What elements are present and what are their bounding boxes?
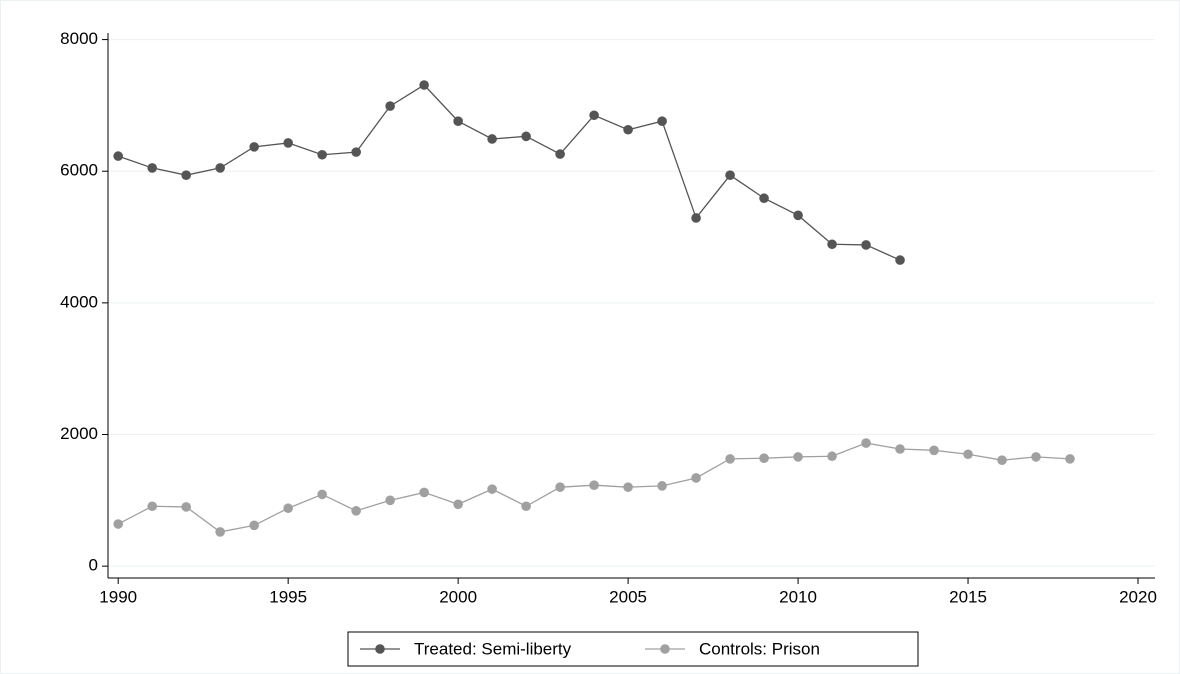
point bbox=[827, 239, 837, 250]
y-tick-label: 8000 bbox=[60, 29, 98, 48]
point bbox=[895, 444, 905, 454]
point bbox=[385, 495, 395, 506]
point bbox=[283, 503, 293, 514]
point bbox=[249, 520, 259, 531]
point bbox=[147, 163, 157, 173]
point bbox=[997, 455, 1007, 465]
point bbox=[623, 482, 633, 492]
legend-box bbox=[347, 631, 919, 667]
point bbox=[385, 101, 395, 111]
x-tick-label: 1995 bbox=[269, 587, 307, 606]
point bbox=[759, 453, 769, 464]
point bbox=[317, 489, 327, 500]
x-tick-label: 2000 bbox=[439, 587, 477, 606]
point bbox=[793, 452, 803, 462]
x-tick-label: 2005 bbox=[609, 587, 647, 606]
y-tick-label: 6000 bbox=[60, 161, 98, 180]
point bbox=[895, 255, 905, 265]
legend-marker bbox=[660, 644, 670, 654]
point bbox=[521, 131, 531, 142]
x-tick-label: 2020 bbox=[1119, 587, 1157, 606]
point bbox=[215, 527, 225, 537]
point bbox=[725, 170, 735, 180]
point bbox=[691, 473, 701, 483]
point bbox=[521, 501, 531, 512]
point bbox=[827, 451, 837, 462]
y-tick-label: 4000 bbox=[60, 292, 98, 311]
point bbox=[419, 80, 429, 90]
point bbox=[215, 163, 225, 173]
x-tick-label: 2015 bbox=[949, 587, 987, 606]
legend-label: Treated: Semi-liberty bbox=[414, 639, 572, 658]
point bbox=[861, 438, 871, 448]
point bbox=[283, 138, 293, 148]
point bbox=[623, 124, 633, 135]
point bbox=[759, 193, 769, 204]
point bbox=[793, 210, 803, 221]
point bbox=[929, 445, 939, 456]
point bbox=[657, 116, 667, 127]
point bbox=[657, 481, 667, 491]
point bbox=[589, 480, 599, 490]
series-line bbox=[117, 84, 901, 261]
point bbox=[317, 149, 327, 160]
point bbox=[963, 449, 973, 460]
x-tick-label: 1990 bbox=[99, 587, 137, 606]
y-tick-label: 2000 bbox=[60, 424, 98, 443]
point bbox=[419, 487, 429, 498]
point bbox=[691, 213, 701, 223]
point bbox=[555, 149, 565, 159]
legend-label: Controls: Prison bbox=[699, 639, 820, 658]
point bbox=[725, 454, 735, 464]
point bbox=[453, 499, 463, 510]
point bbox=[1031, 452, 1041, 462]
point bbox=[861, 240, 871, 250]
legend-marker bbox=[375, 644, 385, 654]
x-tick-label: 2010 bbox=[779, 587, 817, 606]
y-tick-label: 0 bbox=[89, 556, 98, 575]
point bbox=[249, 142, 259, 152]
point bbox=[113, 151, 123, 161]
point bbox=[453, 116, 463, 127]
point bbox=[487, 134, 497, 144]
point bbox=[181, 170, 191, 180]
point bbox=[589, 110, 599, 121]
point bbox=[351, 147, 361, 157]
point bbox=[555, 482, 565, 492]
point bbox=[181, 502, 191, 512]
point bbox=[1065, 454, 1075, 464]
point bbox=[487, 484, 497, 494]
point bbox=[351, 506, 361, 516]
point bbox=[147, 501, 157, 512]
point bbox=[113, 519, 123, 529]
